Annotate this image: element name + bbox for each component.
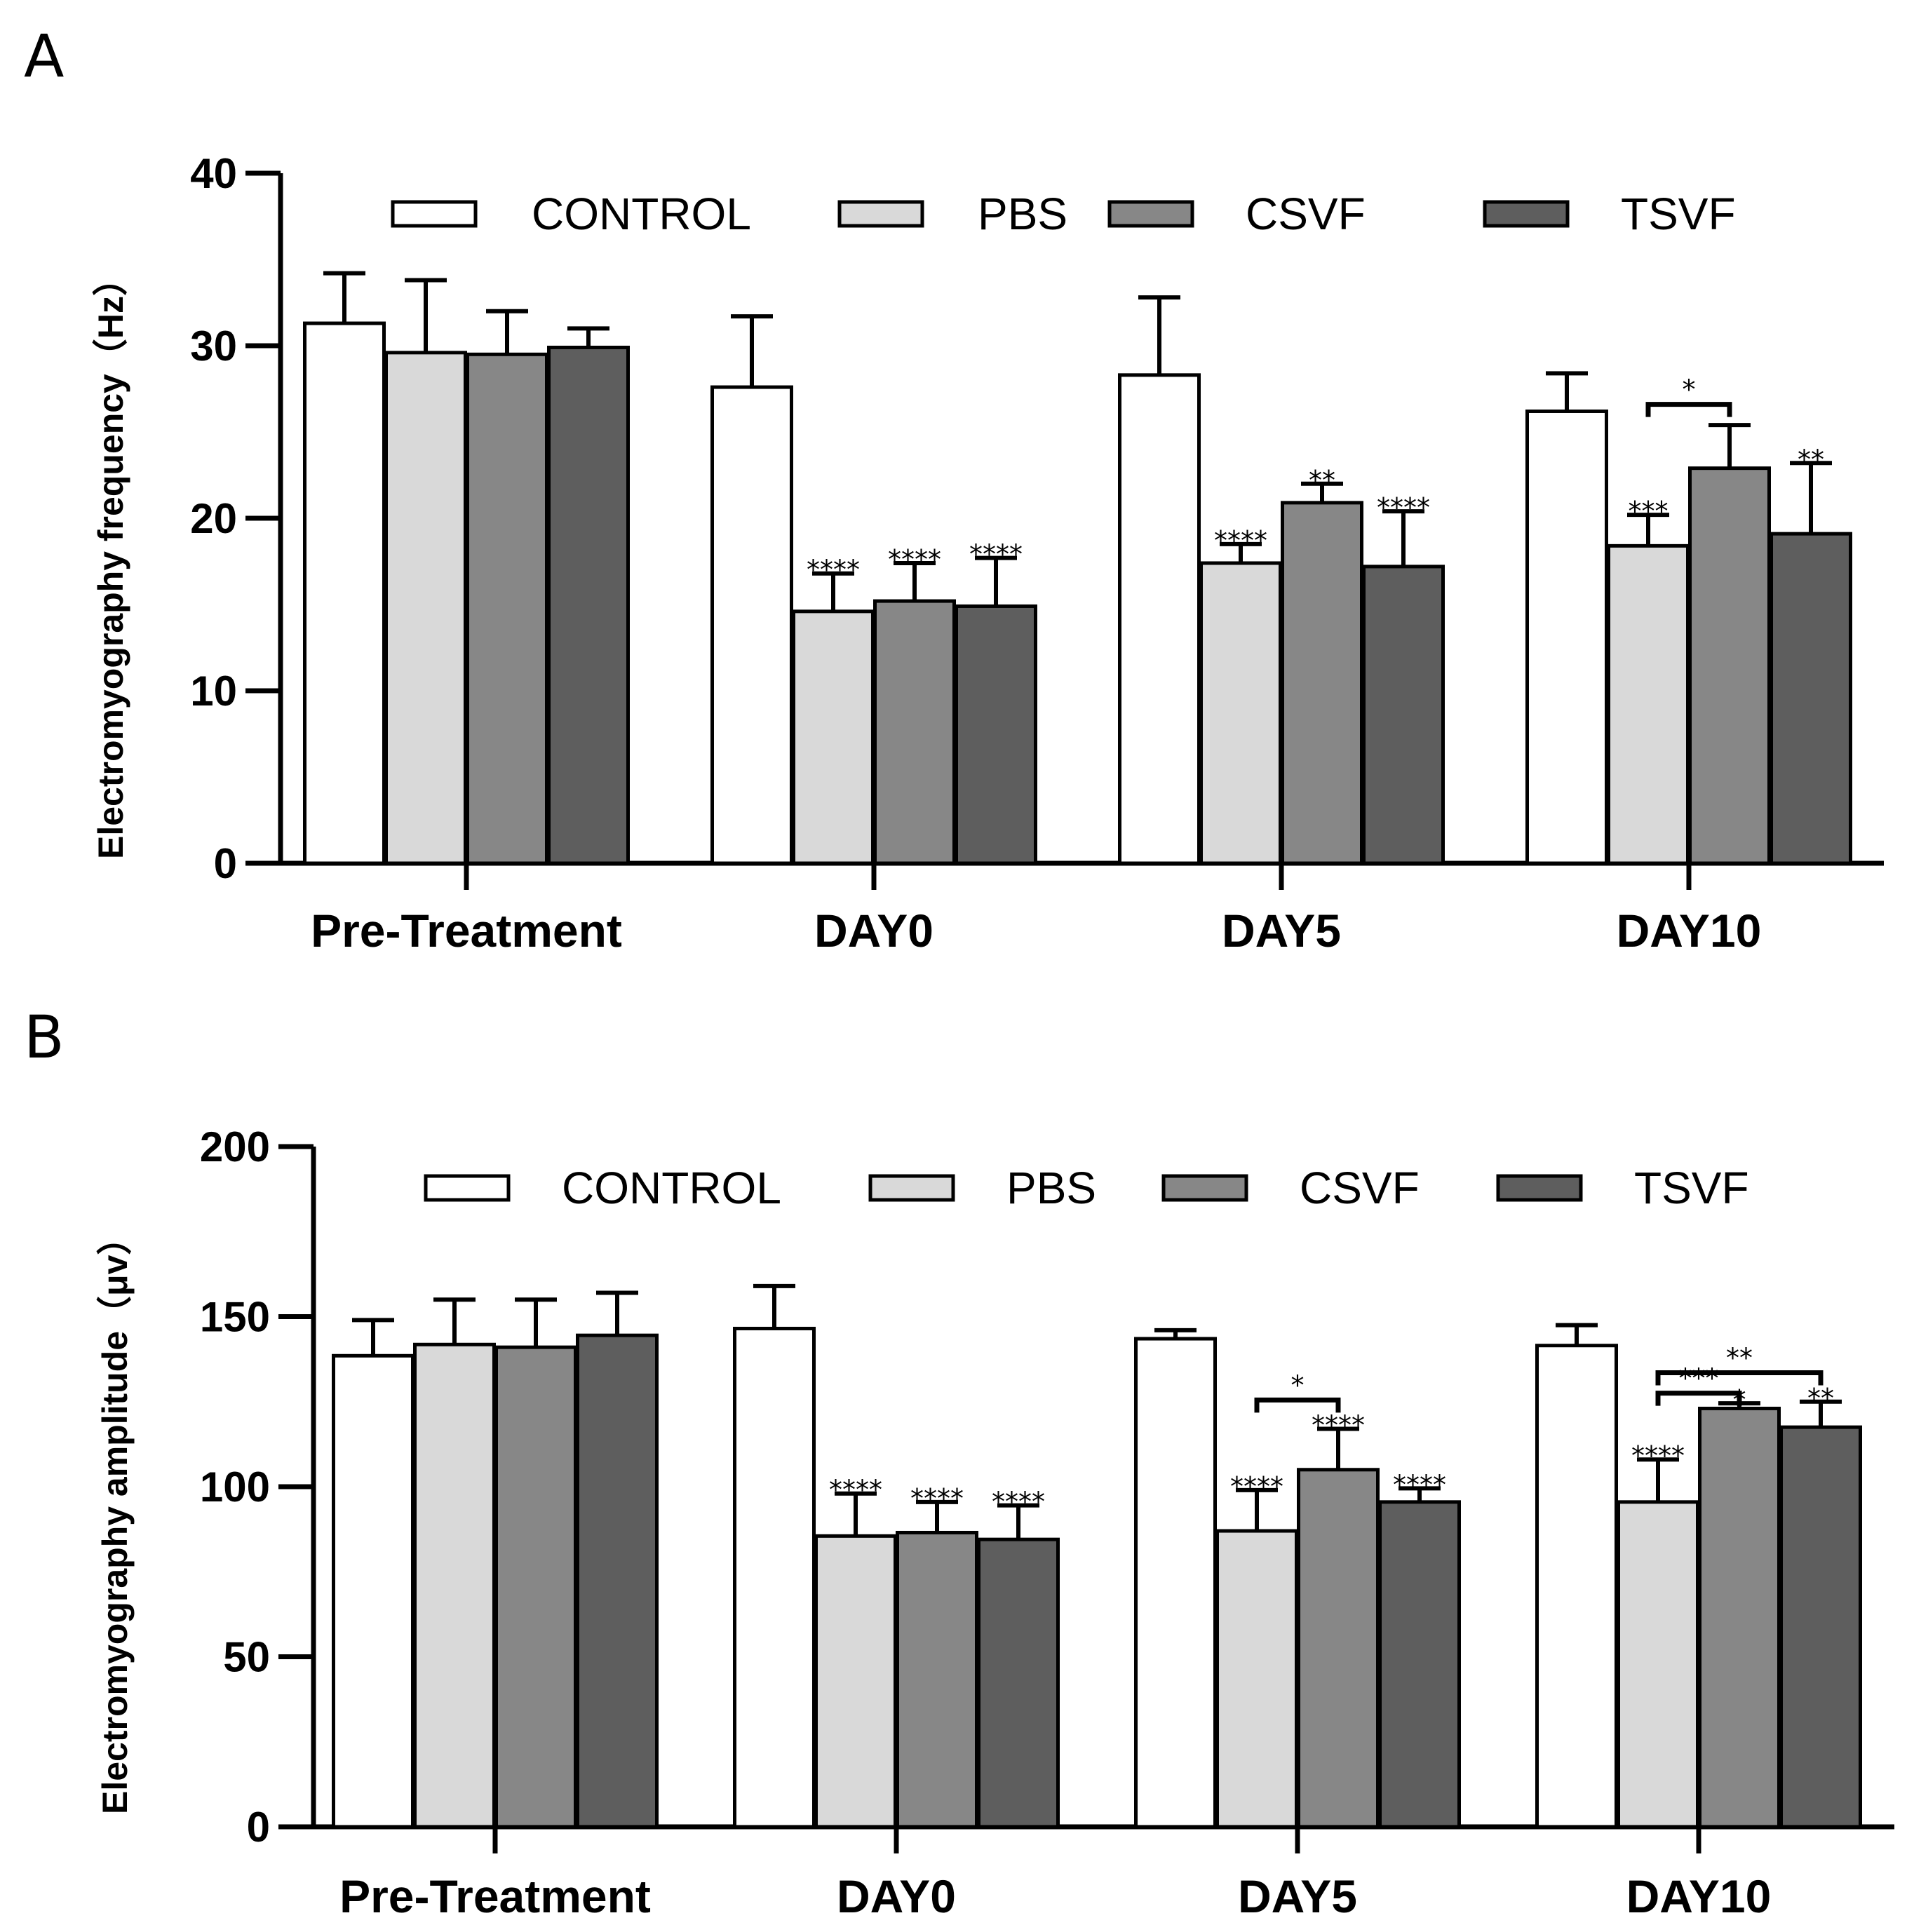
significance-stars: **	[1807, 1383, 1834, 1414]
y-tick-label: 0	[214, 840, 237, 887]
bar-tsvf	[1362, 565, 1445, 865]
y-tick-label: 200	[200, 1123, 270, 1170]
x-category-label: DAY5	[1222, 905, 1341, 957]
y-tick-label: 20	[190, 495, 237, 542]
bar-control	[1134, 1337, 1217, 1829]
y-tick-label: 150	[200, 1294, 270, 1341]
bar-pbs	[792, 609, 875, 865]
bar-control	[332, 1353, 415, 1829]
bar-control	[1535, 1344, 1618, 1829]
legend-label-csvf: CSVF	[1300, 1163, 1420, 1213]
legend-swatch-csvf	[1107, 200, 1194, 228]
y-tick-label: 50	[223, 1634, 270, 1681]
x-category-label: Pre-Treatment	[311, 905, 622, 957]
significance-stars: ****	[910, 1483, 964, 1514]
legend-label-pbs: PBS	[978, 189, 1067, 239]
bar-tsvf	[1770, 532, 1852, 865]
panel-label: B	[24, 1003, 65, 1072]
legend-swatch-tsvf	[1496, 1174, 1583, 1202]
significance-stars: ****	[1631, 1440, 1685, 1471]
x-category-label: DAY0	[814, 905, 934, 957]
bar-pbs	[413, 1342, 496, 1829]
comparison-stars: **	[1726, 1343, 1753, 1374]
bar-csvf	[873, 599, 956, 865]
legend-swatch-pbs	[837, 200, 924, 228]
bar-csvf	[1698, 1406, 1781, 1829]
comparison-stars: ***	[1679, 1363, 1719, 1394]
comparison-bracket	[1655, 1391, 1742, 1406]
bar-control	[1118, 373, 1201, 865]
comparison-bracket	[1645, 402, 1732, 417]
significance-stars: ****	[1377, 492, 1430, 523]
bar-csvf	[1281, 501, 1363, 865]
panel-a: A Electromyography frequency（Hz） 0 10 20 30…	[24, 22, 1884, 957]
significance-stars: ****	[969, 539, 1023, 570]
bar-tsvf	[547, 345, 630, 865]
panel-label: A	[24, 22, 65, 90]
significance-stars: **	[1798, 444, 1824, 475]
bar-csvf	[494, 1345, 577, 1829]
significance-stars: ****	[829, 1475, 882, 1506]
bar-pbs	[384, 351, 467, 865]
bar-pbs	[1617, 1500, 1699, 1829]
significance-stars: **	[1309, 465, 1335, 496]
legend-label-control: CONTROL	[562, 1163, 781, 1213]
legend-swatch-control	[424, 1174, 511, 1202]
x-category-label: DAY0	[837, 1870, 956, 1922]
panel-b: B Electromyography amplitude（μv） 0 50 100 1…	[0, 966, 1914, 1932]
bar-pbs	[814, 1534, 897, 1829]
legend-swatch-tsvf	[1483, 200, 1570, 228]
bar-tsvf	[955, 604, 1037, 865]
bar-control	[710, 385, 793, 865]
comparison-bracket	[1254, 1397, 1341, 1413]
bar-pbs	[1607, 543, 1690, 865]
bar-tsvf	[1378, 1500, 1461, 1829]
significance-stars: ****	[1230, 1471, 1283, 1502]
bar-csvf	[1688, 466, 1771, 865]
x-category-label: DAY10	[1617, 905, 1762, 957]
significance-stars: ****	[1312, 1410, 1365, 1441]
legend-label-tsvf: TSVF	[1621, 189, 1736, 239]
y-tick-label: 40	[190, 150, 237, 197]
x-category-label: Pre-Treatment	[339, 1870, 651, 1922]
legend-swatch-csvf	[1161, 1174, 1248, 1202]
bar-pbs	[1215, 1529, 1298, 1829]
significance-stars: ****	[1214, 525, 1267, 556]
x-category-label: DAY5	[1238, 1870, 1357, 1922]
bar-pbs	[1199, 561, 1282, 865]
significance-stars: ****	[807, 555, 860, 586]
bar-csvf	[896, 1530, 978, 1829]
y-tick-label: 30	[190, 323, 237, 370]
bar-csvf	[466, 352, 548, 865]
bar-tsvf	[1779, 1425, 1862, 1829]
y-tick-label: 10	[190, 668, 237, 715]
significance-stars: ****	[992, 1487, 1045, 1518]
bar-control	[303, 321, 386, 865]
significance-stars: ****	[888, 544, 941, 575]
x-category-label: DAY10	[1626, 1870, 1772, 1922]
legend-swatch-pbs	[868, 1174, 955, 1202]
comparison-stars: *	[1683, 374, 1696, 405]
legend-label-csvf: CSVF	[1246, 189, 1366, 239]
legend-swatch-control	[391, 200, 478, 228]
legend-label-pbs: PBS	[1006, 1163, 1096, 1213]
bar-control	[733, 1326, 816, 1829]
y-tick-label: 0	[247, 1804, 270, 1851]
comparison-stars: *	[1291, 1370, 1305, 1400]
legend-label-tsvf: TSVF	[1634, 1163, 1749, 1213]
bar-tsvf	[977, 1537, 1060, 1829]
bar-control	[1525, 409, 1608, 865]
comparison-bracket	[1655, 1370, 1824, 1386]
y-tick-label: 100	[200, 1464, 270, 1511]
bar-csvf	[1297, 1468, 1380, 1829]
significance-stars: ***	[1629, 496, 1669, 527]
legend-label-control: CONTROL	[532, 189, 751, 239]
significance-stars: ****	[1393, 1469, 1446, 1500]
bar-tsvf	[576, 1333, 659, 1829]
